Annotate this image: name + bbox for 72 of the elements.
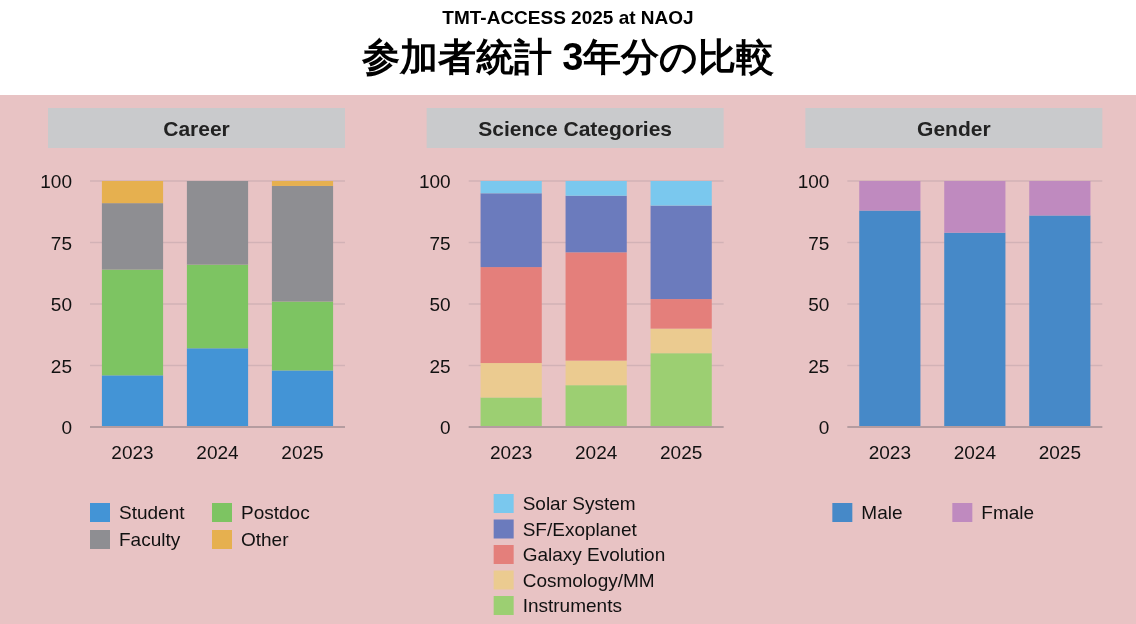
bar: [271, 301, 334, 371]
bar: [565, 195, 627, 253]
x-tick-label: 2025: [281, 442, 324, 463]
y-tick-label: 25: [429, 355, 451, 377]
legend-label: Fmale: [981, 502, 1035, 523]
y-tick-label: 100: [418, 171, 451, 192]
bar: [186, 181, 249, 265]
bar: [650, 205, 712, 300]
bar: [101, 203, 164, 270]
x-tick-label: 2024: [953, 442, 997, 463]
bar: [859, 210, 921, 427]
bar: [565, 385, 627, 427]
y-tick-label: 75: [808, 232, 830, 254]
legend-label: Galaxy Evolution: [522, 544, 666, 565]
bar: [480, 397, 542, 427]
bar: [271, 181, 334, 186]
bar: [186, 348, 249, 427]
bar: [944, 232, 1006, 427]
bar: [101, 375, 164, 427]
y-tick-label: 100: [40, 171, 72, 192]
bar: [650, 328, 712, 354]
bar: [650, 299, 712, 329]
bar: [565, 181, 627, 196]
bar: [480, 363, 542, 398]
y-tick-label: 0: [61, 417, 72, 438]
chart-title: Gender: [917, 117, 991, 140]
bar: [186, 264, 249, 349]
bar: [944, 181, 1006, 233]
bar: [480, 193, 542, 268]
x-tick-label: 2023: [111, 442, 154, 463]
chart-title: Career: [163, 117, 230, 140]
bar: [859, 181, 921, 211]
legend-label: Student: [119, 502, 186, 523]
x-tick-label: 2024: [575, 442, 618, 463]
legend-label: Postdoc: [241, 502, 310, 523]
bar: [650, 181, 712, 206]
y-tick-label: 0: [818, 417, 830, 438]
y-tick-label: 0: [440, 417, 451, 438]
bar: [101, 181, 164, 204]
y-tick-label: 50: [429, 294, 451, 315]
chart-title: Science Categories: [478, 117, 673, 140]
text: TMT-ACCESS 2025 at NAOJ: [442, 7, 694, 28]
bar: [565, 360, 627, 386]
y-tick-label: 25: [808, 355, 830, 377]
legend-label: Solar System: [522, 493, 636, 514]
y-tick-label: 75: [429, 232, 451, 254]
bar: [565, 252, 627, 361]
text: 参加者統計 3年分の比較: [360, 36, 775, 78]
bar: [650, 353, 712, 427]
bar: [480, 267, 542, 364]
x-tick-label: 2023: [868, 442, 911, 463]
y-tick-label: 75: [50, 232, 72, 254]
legend-label: Instruments: [522, 595, 622, 616]
legend-label: Cosmology/MM: [522, 569, 655, 591]
y-tick-label: 50: [50, 294, 72, 315]
bar: [1029, 181, 1091, 216]
bar: [1029, 215, 1091, 427]
bar: [271, 185, 334, 302]
x-tick-label: 2025: [1038, 442, 1081, 463]
bar: [480, 181, 542, 194]
x-tick-label: 2025: [660, 442, 703, 463]
legend-label: Male: [861, 502, 903, 523]
y-tick-label: 100: [797, 171, 830, 192]
bar: [271, 370, 334, 427]
legend-label: SF/Exoplanet: [522, 518, 638, 540]
y-tick-label: 50: [808, 294, 830, 315]
legend-label: Faculty: [119, 529, 181, 550]
x-tick-label: 2024: [196, 442, 240, 463]
y-tick-label: 25: [50, 355, 72, 377]
bar: [101, 269, 164, 376]
x-tick-label: 2023: [490, 442, 533, 463]
legend-label: Other: [241, 529, 290, 550]
